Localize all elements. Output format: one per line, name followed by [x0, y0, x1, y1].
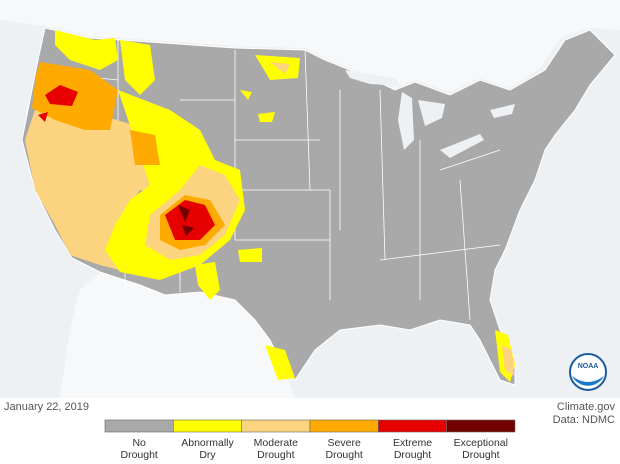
legend-label-line: Drought	[394, 449, 431, 461]
mexico	[60, 272, 295, 398]
credit-data: Data: NDMC	[553, 414, 615, 426]
legend-label-line: Dry	[199, 449, 216, 461]
legend-label-line: Extreme	[393, 437, 432, 449]
legend-label-line: Moderate	[254, 437, 299, 449]
legend-label: Severe Drought	[325, 437, 362, 461]
credit-source: Climate.gov	[557, 401, 616, 413]
legend-label-line: No	[132, 437, 146, 449]
legend-swatch	[104, 419, 174, 433]
legend-swatch	[173, 419, 242, 433]
legend-label-line: Drought	[257, 449, 294, 461]
legend-label-line: Drought	[120, 449, 157, 461]
legend-label-line: Drought	[325, 449, 362, 461]
legend-label-line: Exceptional	[454, 437, 508, 449]
date: January 22, 2019	[4, 401, 89, 413]
legend-label: No Drought	[120, 437, 157, 461]
great-lakes	[345, 70, 515, 158]
legend-label-line: Drought	[462, 449, 499, 461]
legend-label: Moderate Drought	[254, 437, 299, 461]
canada	[0, 0, 620, 92]
logo-text: NOAA	[578, 363, 599, 370]
legend-label: Extreme Drought	[393, 437, 432, 461]
legend-swatch	[309, 419, 379, 433]
legend-swatch	[241, 419, 311, 433]
logo-wave	[572, 376, 604, 386]
noaa-logo: NOAA	[569, 353, 607, 391]
legend-label: Abnormally Dry	[181, 437, 234, 461]
legend-label-line: Severe	[328, 437, 361, 449]
legend-swatch	[446, 419, 516, 433]
legend-swatch	[378, 419, 447, 433]
legend-label: Exceptional Drought	[454, 437, 508, 461]
legend-label-line: Abnormally	[181, 437, 234, 449]
drought-areas	[25, 30, 515, 382]
